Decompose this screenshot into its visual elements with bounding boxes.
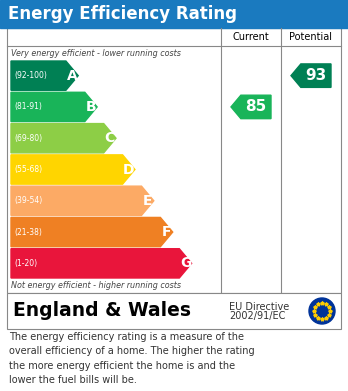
Text: EU Directive: EU Directive [229,302,289,312]
Polygon shape [231,95,271,118]
Text: E: E [143,194,152,208]
Text: G: G [180,256,191,270]
Text: (1-20): (1-20) [14,259,37,268]
Text: B: B [86,100,96,114]
Text: Potential: Potential [290,32,332,42]
Polygon shape [11,92,97,122]
Polygon shape [11,155,135,184]
Text: C: C [105,131,115,145]
Text: (39-54): (39-54) [14,196,42,205]
Text: F: F [162,225,171,239]
Text: Very energy efficient - lower running costs: Very energy efficient - lower running co… [11,48,181,57]
Text: D: D [123,163,134,176]
Text: (69-80): (69-80) [14,134,42,143]
Text: The energy efficiency rating is a measure of the
overall efficiency of a home. T: The energy efficiency rating is a measur… [9,332,255,385]
Polygon shape [11,186,154,215]
Bar [7,28,341,293]
Text: England & Wales: England & Wales [13,301,191,321]
Polygon shape [11,249,192,278]
Text: (21-38): (21-38) [14,228,42,237]
Text: 93: 93 [305,68,326,83]
Text: (55-68): (55-68) [14,165,42,174]
Text: (92-100): (92-100) [14,71,47,80]
Text: Not energy efficient - higher running costs: Not energy efficient - higher running co… [11,282,181,291]
Polygon shape [291,64,331,87]
Circle shape [309,298,335,324]
Polygon shape [11,124,116,153]
Text: A: A [67,69,77,83]
Text: (81-91): (81-91) [14,102,42,111]
Polygon shape [11,61,78,90]
Text: 2002/91/EC: 2002/91/EC [229,311,285,321]
Bar [7,293,341,329]
Bar [0,0,348,28]
Text: 85: 85 [245,99,267,115]
Text: Current: Current [232,32,269,42]
Text: Energy Efficiency Rating: Energy Efficiency Rating [8,5,237,23]
Polygon shape [11,217,173,247]
